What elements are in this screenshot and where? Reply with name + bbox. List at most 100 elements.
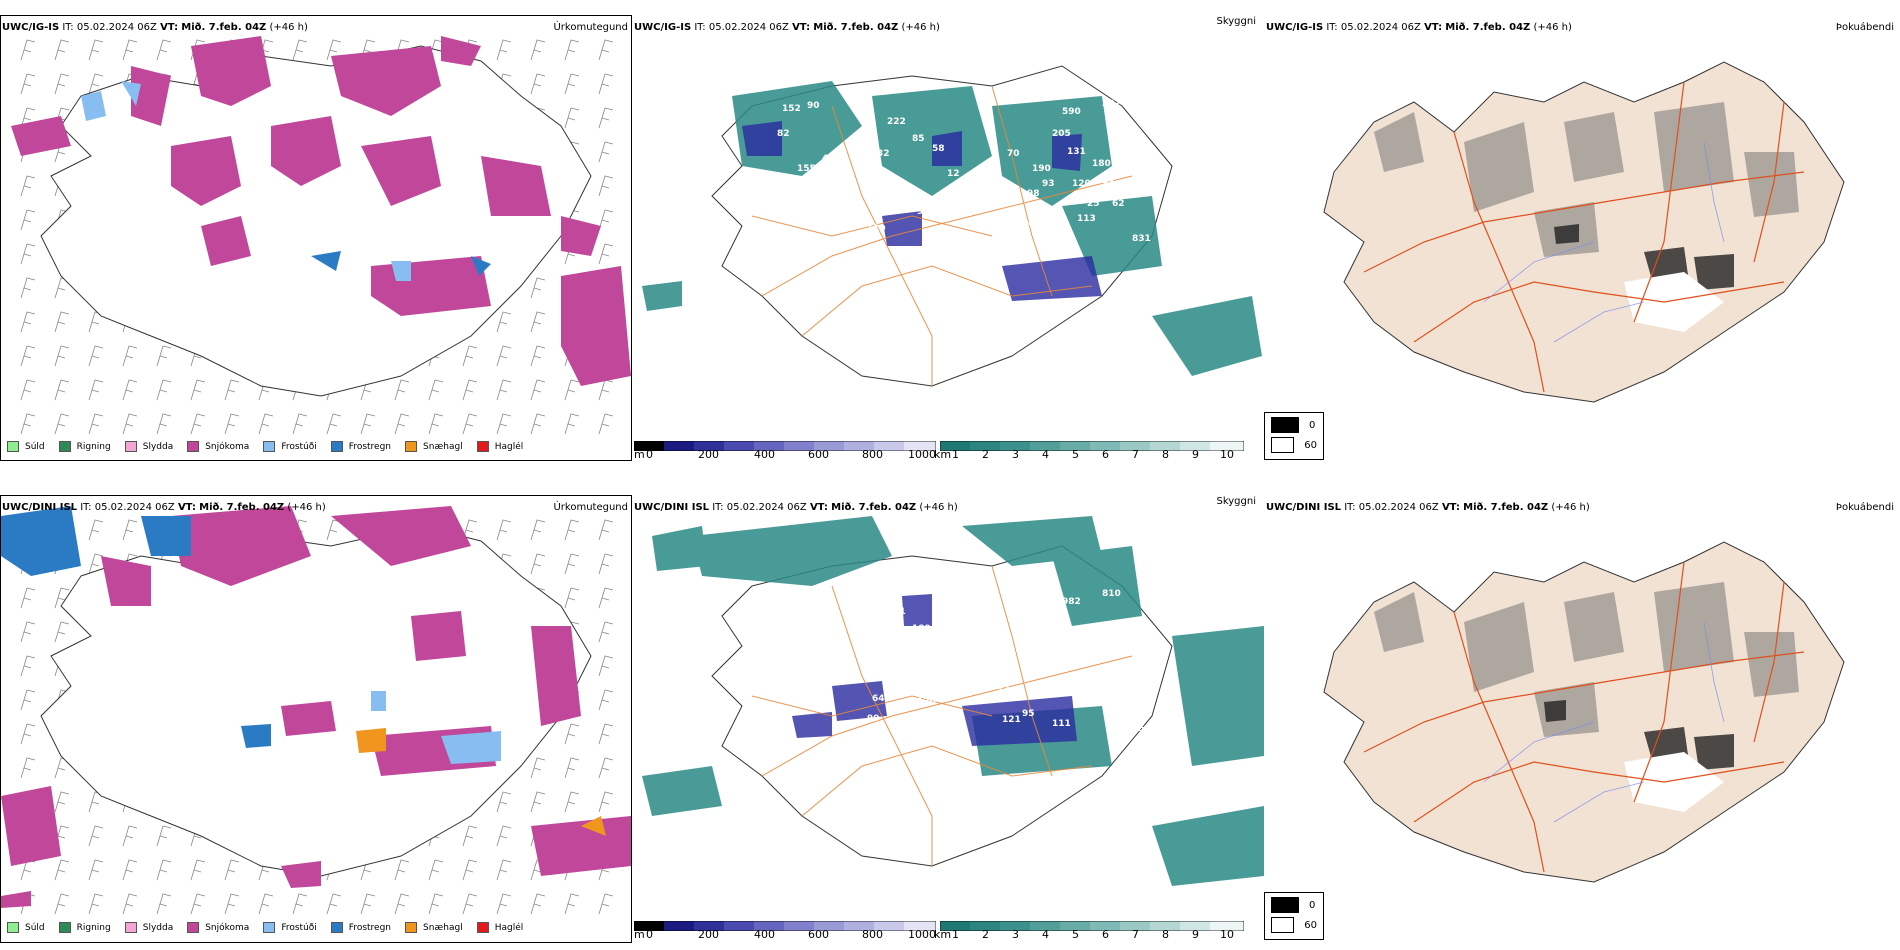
- legend-swatch: [263, 922, 276, 933]
- cloud-base-tick: 800: [862, 928, 883, 941]
- visibility-tick: 2: [982, 928, 989, 941]
- wind-barb: [54, 621, 70, 643]
- wind-barb: [190, 893, 206, 915]
- wind-barb: [462, 413, 478, 435]
- model-name: UWC/DINI ISL: [1266, 502, 1342, 513]
- wind-barb: [530, 379, 546, 401]
- wind-barb: [530, 311, 546, 333]
- cloud-base-label: 25: [1087, 199, 1100, 209]
- wind-barb: [496, 311, 512, 333]
- wind-barb: [258, 413, 274, 435]
- wind-barb: [190, 859, 206, 881]
- legend-swatch: [7, 441, 19, 452]
- wind-barb: [598, 519, 614, 541]
- visibility-tick: 6: [1102, 928, 1109, 941]
- wind-barb: [530, 277, 546, 299]
- legend-item-snow-pellets: Snæhagl: [405, 922, 463, 933]
- wind-barb: [20, 243, 36, 265]
- visibility-tick: 4: [1042, 928, 1049, 941]
- wind-barb: [496, 791, 512, 813]
- precip-panel-row2: Súld Rigning Slydda Snjókoma Frostúði Fr…: [0, 492, 632, 947]
- iceland-outline: [40, 45, 592, 397]
- valid-time: Mið. 7.feb. 04Z: [199, 502, 285, 513]
- wind-barb: [564, 757, 580, 779]
- wind-barb: [394, 893, 410, 915]
- wind-barb: [530, 893, 546, 915]
- fog-key-row: 60: [1271, 437, 1317, 453]
- fog-key: 0 60: [1264, 892, 1324, 940]
- cloud-panel-row2: UWC/DINI ISL IT: 05.02.2024 06Z VT: Mið.…: [632, 492, 1324, 947]
- legend-item-freezing-rain: Frostregn: [330, 441, 391, 452]
- cloud-base-label: 32: [877, 149, 890, 159]
- cloud-base-gradient: [633, 440, 937, 452]
- cloud-base-colorbar: m 0 200 400 600 800 1000: [633, 916, 937, 941]
- fog-key-swatch: [1271, 897, 1299, 913]
- wind-barb: [122, 893, 138, 915]
- wind-barb: [496, 859, 512, 881]
- wind-barb: [122, 825, 138, 847]
- cloud-base-label: 66: [792, 189, 805, 199]
- legend-swatch: [405, 922, 418, 933]
- legend-swatch: [405, 441, 418, 452]
- cloud-base-tick: 600: [808, 448, 829, 461]
- cloud-base-label: 101: [887, 607, 906, 617]
- visibility-tick: 3: [1012, 928, 1019, 941]
- wind-barb: [54, 859, 70, 881]
- cloud-base-label: 111: [1052, 719, 1071, 729]
- cloud-base-unit: m: [634, 448, 645, 461]
- visibility-tick: 9: [1192, 928, 1199, 941]
- visibility-tick: 7: [1132, 928, 1139, 941]
- lead-time: (+46 h): [901, 22, 940, 33]
- cloud-base-tick: 0: [646, 928, 653, 941]
- init-time: 05.02.2024 06Z: [1358, 502, 1439, 513]
- wind-barb: [20, 277, 36, 299]
- fog-panel-row2: UWC/DINI ISL IT: 05.02.2024 06Z VT: Mið.…: [1264, 492, 1900, 947]
- precip-map-frame: Súld Rigning Slydda Snjókoma Frostúði Fr…: [0, 495, 632, 943]
- cloud-base-label: 113: [1077, 214, 1096, 224]
- wind-barb: [224, 859, 240, 881]
- wind-barb: [190, 413, 206, 435]
- wind-barb: [326, 519, 342, 541]
- wind-barb: [598, 175, 614, 197]
- fog-key-row: 0: [1271, 897, 1317, 913]
- cloud-base-label: 131: [1067, 147, 1086, 157]
- cloud-base-label: 85: [912, 134, 925, 144]
- wind-barb: [530, 757, 546, 779]
- visibility-unit: km: [934, 928, 952, 941]
- cloud-base-label: 100: [1022, 219, 1041, 229]
- wind-barb: [88, 553, 104, 575]
- cloud-base-label: 227: [1102, 99, 1121, 109]
- wind-barb: [20, 107, 36, 129]
- cloud-base-label: 451: [822, 154, 841, 164]
- wind-barb: [598, 209, 614, 231]
- wind-barb: [20, 621, 36, 643]
- vt-label: VT:: [1424, 22, 1443, 33]
- wind-barb: [598, 73, 614, 95]
- wind-barb: [20, 345, 36, 367]
- wind-barb: [54, 73, 70, 95]
- legend-swatch: [187, 441, 200, 452]
- wind-barb: [496, 519, 512, 541]
- cloud-base-tick: 600: [808, 928, 829, 941]
- model-name: UWC/IG-IS: [634, 22, 692, 33]
- wind-barb: [20, 209, 36, 231]
- wind-barb: [122, 413, 138, 435]
- legend-item-sleet: Slydda: [124, 922, 173, 933]
- wind-barb: [530, 519, 546, 541]
- fog-map-row2: [1323, 541, 1845, 883]
- wind-barb: [224, 379, 240, 401]
- wind-barb: [598, 587, 614, 609]
- wind-barb: [598, 413, 614, 435]
- it-label: IT:: [62, 22, 74, 33]
- init-time: 05.02.2024 06Z: [1340, 22, 1421, 33]
- wind-barb: [564, 39, 580, 61]
- cloud-base-label: 15: [1132, 724, 1145, 734]
- wind-barb: [394, 379, 410, 401]
- wind-barb: [462, 379, 478, 401]
- wind-barb: [394, 413, 410, 435]
- wind-barb: [428, 413, 444, 435]
- cloud-base-label: 91: [917, 207, 930, 217]
- wind-barb: [156, 893, 172, 915]
- cloud-title: Skyggni: [1216, 16, 1256, 27]
- cloud-base-label: 152: [782, 104, 801, 114]
